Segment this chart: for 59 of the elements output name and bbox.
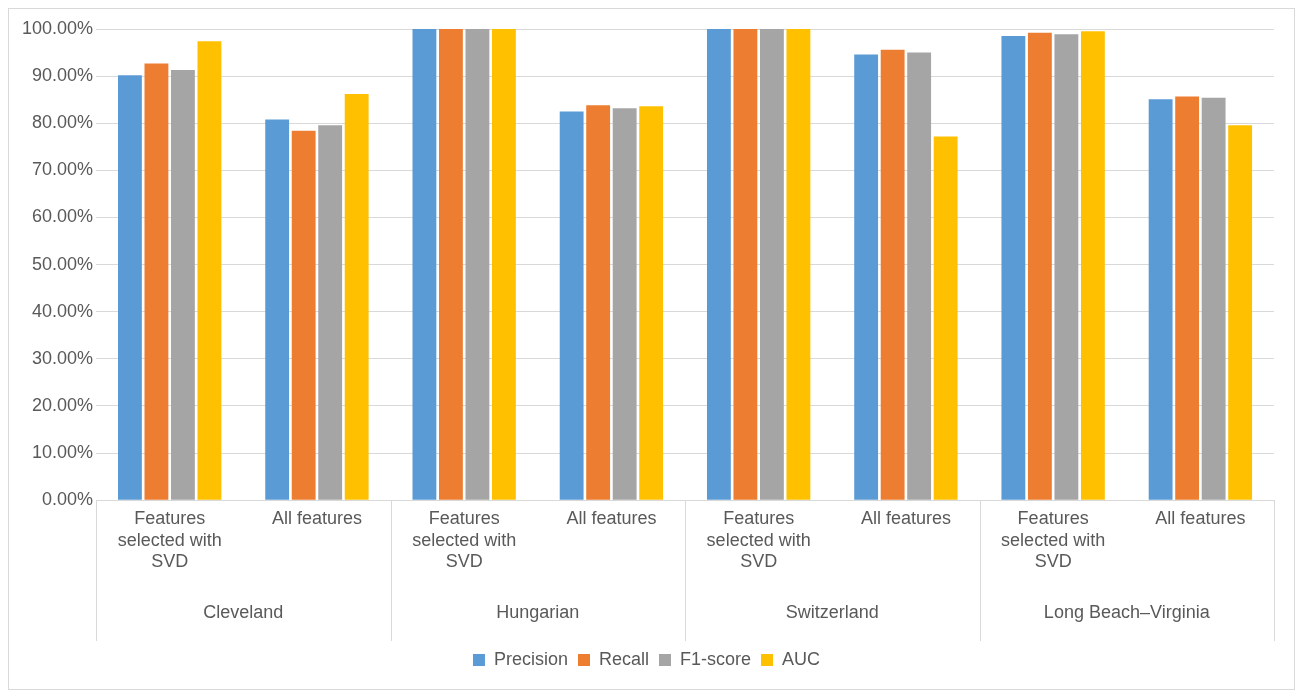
x-tick-label: Features selected with SVD [1001, 507, 1106, 572]
legend-label: AUC [782, 648, 821, 669]
bar [586, 105, 611, 500]
bar [291, 130, 316, 500]
bar [318, 125, 343, 500]
bar [118, 75, 142, 500]
x-tick-label: Features selected with SVD [117, 507, 222, 572]
y-tick-label: 40.00% [32, 300, 94, 321]
bar [1054, 34, 1079, 500]
bar [265, 119, 290, 500]
bar [639, 106, 664, 500]
y-tick-label: 30.00% [32, 347, 94, 368]
bar [1027, 32, 1052, 500]
y-tick-label: 100.00% [22, 17, 94, 38]
bar [171, 69, 195, 500]
x-tick-label: Features selected with SVD [706, 507, 811, 572]
y-tick-label: 60.00% [32, 206, 94, 227]
bar [1228, 125, 1253, 500]
bar [438, 29, 463, 500]
bar [907, 52, 932, 500]
x-tick-label: Features selected with SVD [412, 507, 517, 572]
x-tick-label: All features [271, 507, 362, 528]
text: Hungarian [496, 601, 580, 622]
y-tick-label: 50.00% [32, 253, 94, 274]
bar [933, 136, 958, 500]
bar [1080, 31, 1105, 500]
y-tick-label: 90.00% [32, 65, 94, 86]
bar [786, 29, 811, 500]
bar [1201, 97, 1226, 500]
x-tick-label: All features [566, 507, 657, 528]
y-tick-label: 80.00% [32, 112, 94, 133]
bar [1148, 99, 1173, 500]
bar [733, 29, 758, 500]
legend-label: Recall [599, 648, 650, 669]
bar [880, 49, 905, 500]
bar [492, 29, 516, 500]
y-tick-label: 20.00% [32, 394, 94, 415]
bar [559, 111, 584, 500]
bar [465, 29, 490, 500]
bar [1175, 96, 1200, 500]
y-tick-label: 70.00% [32, 159, 94, 180]
bar [1001, 36, 1026, 500]
bar [854, 54, 879, 500]
y-tick-label: 0.00% [42, 489, 94, 510]
bar [759, 29, 784, 500]
x-tick-label: All features [860, 507, 951, 528]
y-tick-label: 10.00% [32, 442, 94, 463]
bar [344, 94, 369, 500]
legend-label: F1-score [680, 648, 752, 669]
bar [612, 108, 637, 500]
text: Cleveland [203, 601, 284, 622]
x-tick-label: All features [1155, 507, 1246, 528]
bar [412, 29, 437, 500]
bar [706, 29, 731, 500]
text: Switzerland [785, 601, 879, 622]
bar [144, 63, 169, 500]
legend-label: Precision [493, 648, 568, 669]
bar [197, 41, 222, 500]
text: Long Beach–Virginia [1043, 601, 1211, 622]
